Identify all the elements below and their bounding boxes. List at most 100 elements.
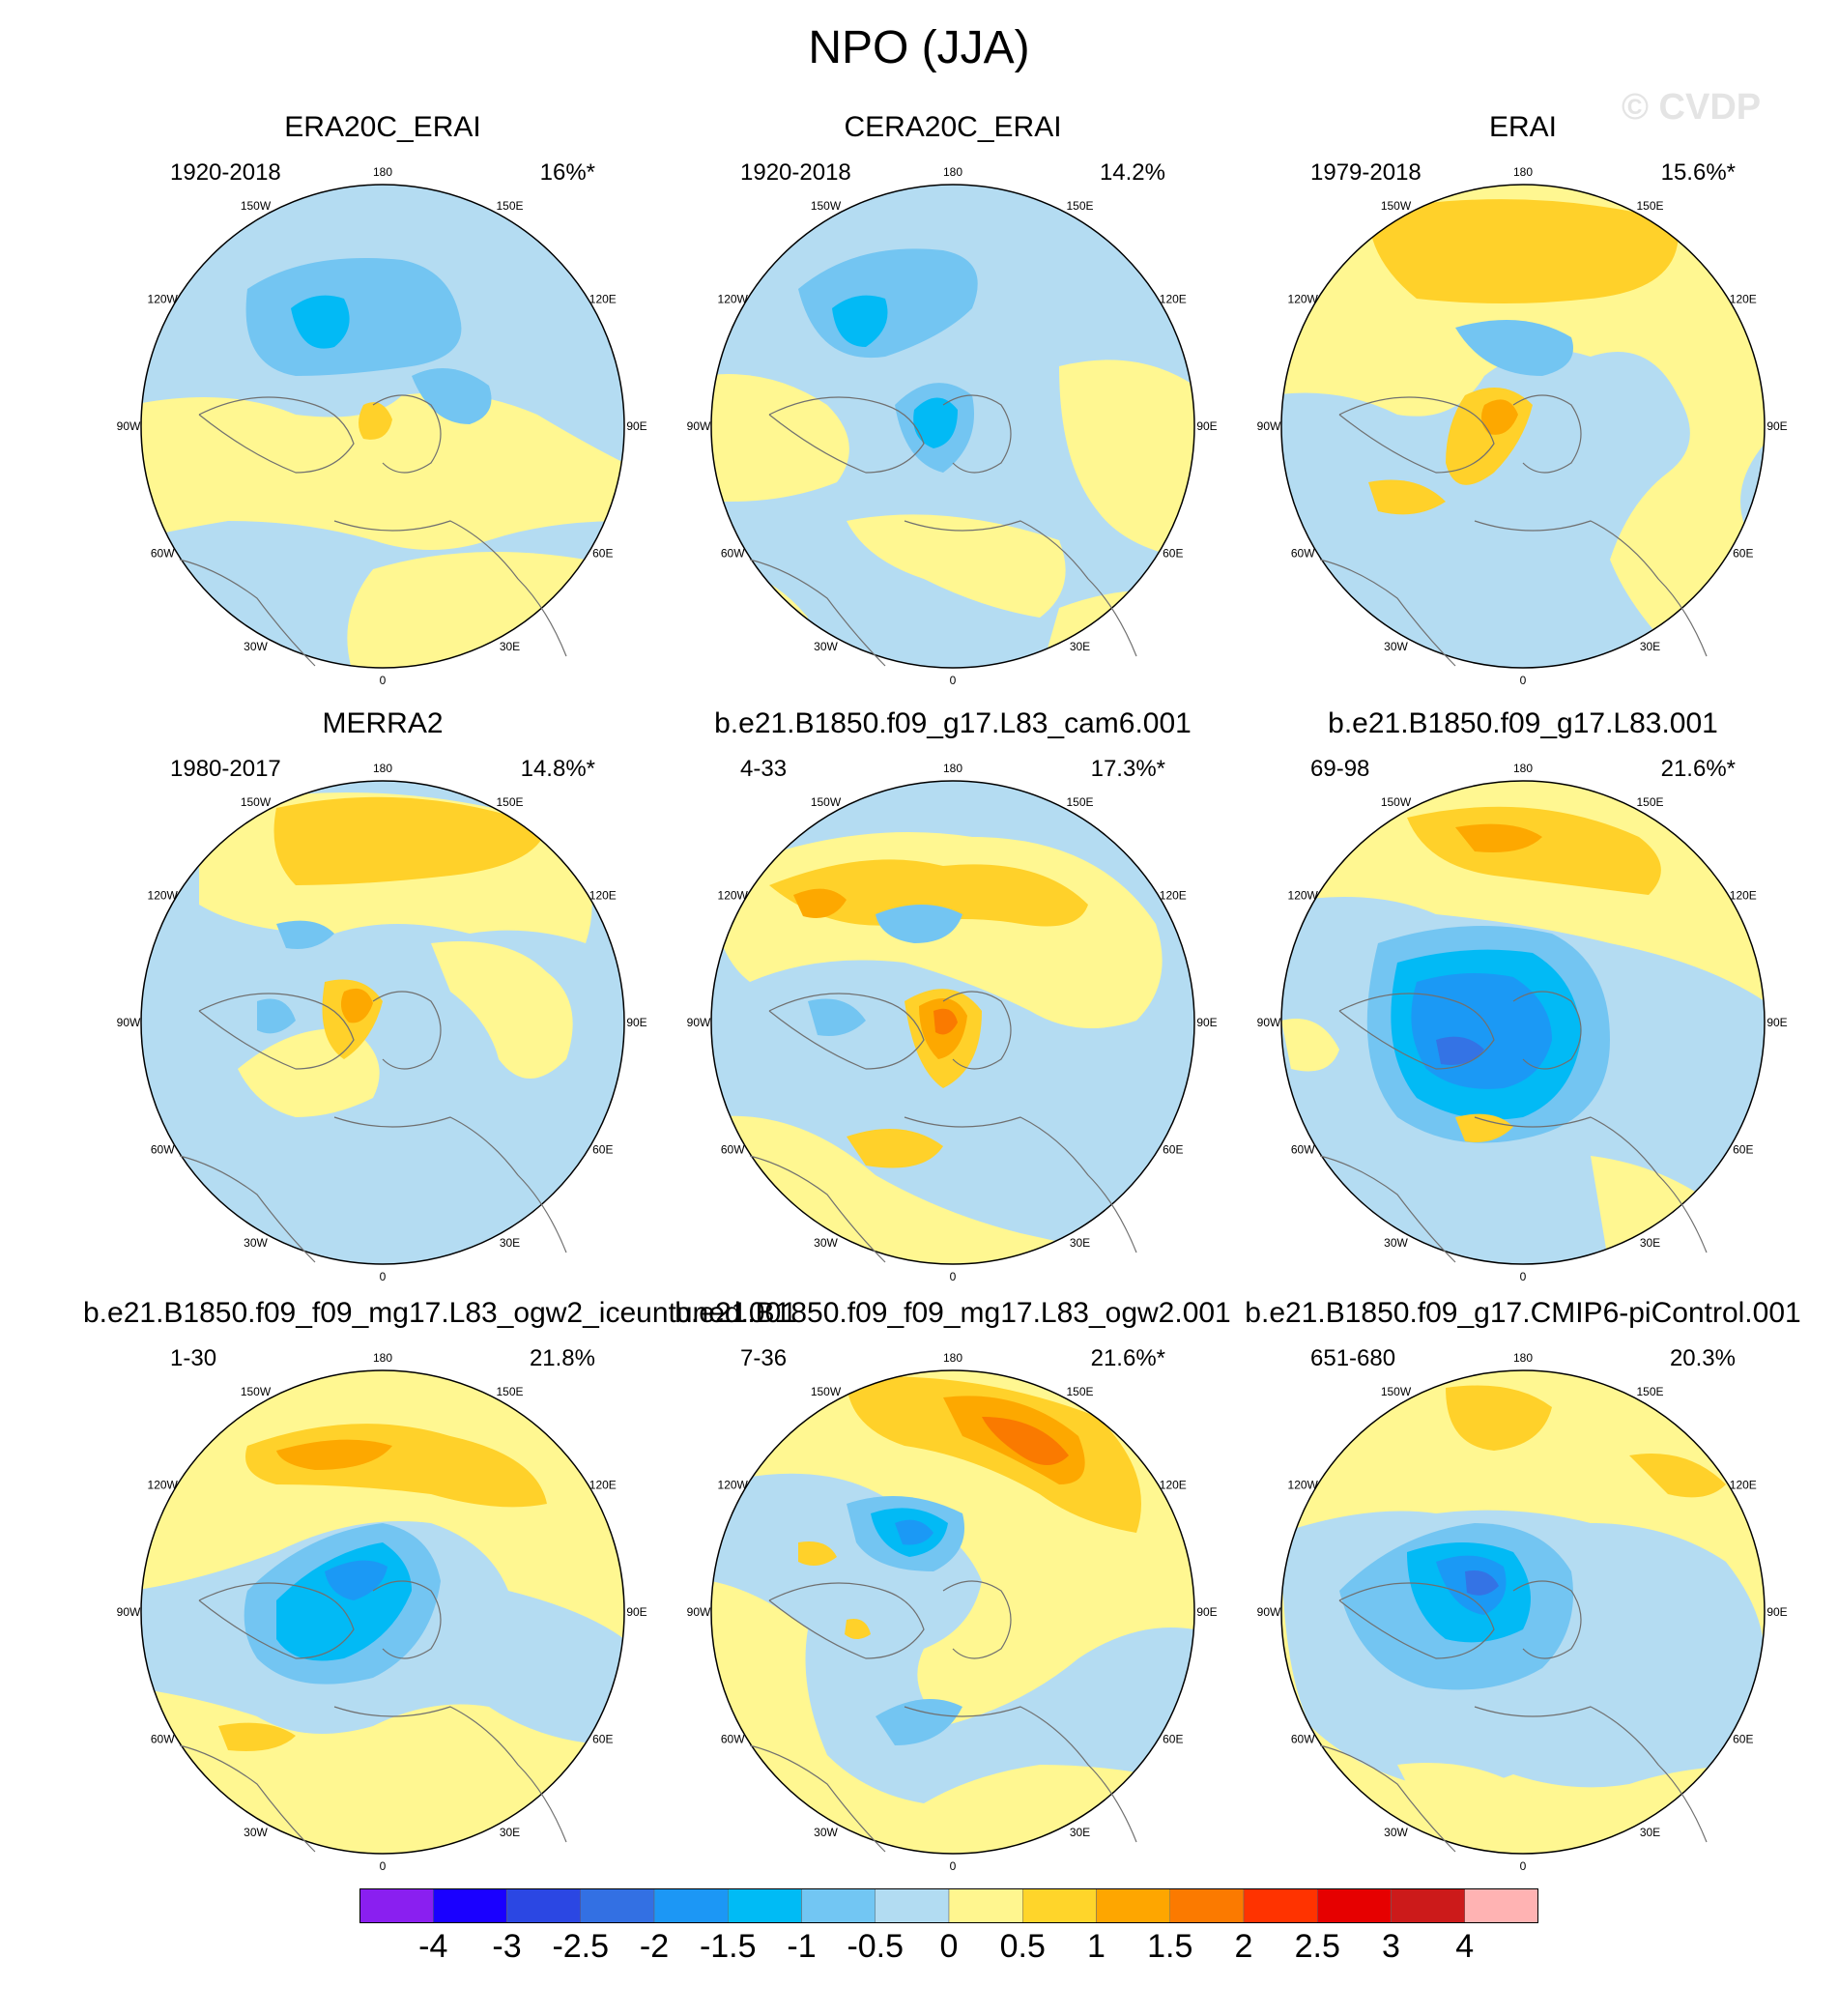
- lon-label: 150E: [496, 1385, 523, 1398]
- colorbar-tick-label: 0: [939, 1928, 959, 1965]
- lon-label: 30E: [1640, 640, 1660, 653]
- lon-label: 60E: [1733, 1143, 1753, 1157]
- lon-label: 60W: [1291, 547, 1315, 561]
- lon-label: 60E: [592, 1733, 613, 1746]
- lon-label: 180: [373, 762, 392, 775]
- lon-label: 90E: [1766, 1016, 1787, 1029]
- lon-labels: 180 150E 120E 90E 60E 30E 0 30W 60W 90W 120W 150W: [687, 165, 1218, 687]
- lon-label: 90W: [117, 1016, 141, 1029]
- lon-label: 60W: [151, 1733, 175, 1746]
- lon-label: 60W: [721, 547, 745, 561]
- lon-label: 90E: [626, 1605, 646, 1619]
- lon-label: 180: [943, 1351, 962, 1365]
- lon-label: 120E: [1160, 1479, 1187, 1492]
- lon-label: 120W: [718, 889, 749, 903]
- lon-label: 30E: [500, 1826, 520, 1839]
- panel-title: CERA20C_ERAI: [844, 111, 1062, 143]
- panel-years: 1980-2017: [170, 756, 281, 782]
- lon-label: 120W: [718, 293, 749, 306]
- lon-label: 150W: [1381, 1385, 1412, 1398]
- lon-label: 30W: [814, 640, 838, 653]
- colorbar-box: [801, 1888, 876, 1923]
- lon-label: 120W: [1288, 293, 1319, 306]
- panel-title: b.e21.B1850.f09_f09_mg17.L83_ogw2.001: [675, 1297, 1231, 1329]
- lon-label: 90E: [626, 1016, 646, 1029]
- panel-title: b.e21.B1850.f09_g17.L83.001: [1328, 707, 1718, 739]
- lon-label: 180: [1513, 1351, 1533, 1365]
- polar-map: 180 150E 120E 90E 60E 30E 0 30W 60W 90W 120W 150W: [687, 165, 1218, 687]
- lon-label: 150E: [1636, 795, 1663, 809]
- lon-label: 120E: [1160, 889, 1187, 903]
- colorbar-box: [948, 1888, 1023, 1923]
- lon-label: 120W: [148, 889, 179, 903]
- panel-years: 4-33: [740, 756, 788, 782]
- lon-label: 120E: [1730, 889, 1757, 903]
- colorbar-tick-label: 1.5: [1147, 1928, 1193, 1965]
- lon-label: 30E: [500, 1236, 520, 1250]
- map-panel-era20c-erai: ERA20C_ERAI 1920-2018 16%* 180 150E 120E 90…: [83, 111, 682, 691]
- lon-label: 60W: [151, 547, 175, 561]
- lon-label: 90E: [1766, 1605, 1787, 1619]
- map-panel-cera20c-erai: CERA20C_ERAI 1920-2018 14.2% 180 150E 120E…: [653, 111, 1252, 691]
- colorbar-box: [506, 1888, 581, 1923]
- lon-label: 150E: [1066, 795, 1093, 809]
- lon-label: 150W: [1381, 199, 1412, 213]
- panel-variance-pct: 16%*: [539, 159, 595, 186]
- panel-variance-pct: 14.8%*: [520, 756, 595, 782]
- map-panel-ogw2-001: b.e21.B1850.f09_f09_mg17.L83_ogw2.001 7-…: [653, 1297, 1252, 1877]
- lon-label: 30W: [1384, 640, 1408, 653]
- lon-label: 90W: [687, 1605, 711, 1619]
- polar-map: 180 150E 120E 90E 60E 30E 0 30W 60W 90W 120W 150W: [687, 762, 1218, 1283]
- lon-labels: 180 150E 120E 90E 60E 30E 0 30W 60W 90W 120W 150W: [1257, 165, 1788, 687]
- colorbar-tick-label: -2.5: [552, 1928, 610, 1965]
- panel-variance-pct: 14.2%: [1099, 159, 1165, 186]
- polar-map: 180 150E 120E 90E 60E 30E 0 30W 60W 90W 120W 150W: [1257, 762, 1788, 1283]
- lon-label: 90E: [1196, 1016, 1217, 1029]
- colorbar-tick-label: 4: [1455, 1928, 1475, 1965]
- panel-variance-pct: 20.3%: [1669, 1345, 1736, 1371]
- lon-label: 180: [1513, 165, 1533, 179]
- map-panel-l83-001: b.e21.B1850.f09_g17.L83.001 69-98 21.6%*…: [1223, 707, 1823, 1287]
- polar-map: 180 150E 120E 90E 60E 30E 0 30W 60W 90W 120W 150W: [1257, 165, 1788, 687]
- lon-label: 120E: [589, 889, 617, 903]
- lon-label: 0: [950, 1270, 957, 1283]
- lon-labels: 180 150E 120E 90E 60E 30E 0 30W 60W 90W 120W 150W: [1257, 1351, 1788, 1873]
- lon-label: 180: [943, 165, 962, 179]
- lon-labels: 180 150E 120E 90E 60E 30E 0 30W 60W 90W 120W 150W: [1257, 762, 1788, 1283]
- lon-label: 120W: [718, 1479, 749, 1492]
- lon-label: 180: [943, 762, 962, 775]
- colorbar-box: [1317, 1888, 1392, 1923]
- lon-label: 90E: [1196, 419, 1217, 433]
- colorbar-box: [1391, 1888, 1465, 1923]
- lon-label: 90E: [1766, 419, 1787, 433]
- colorbar-box: [359, 1888, 434, 1923]
- polar-map: 180 150E 120E 90E 60E 30E 0 30W 60W 90W 120W 150W: [117, 762, 647, 1283]
- lon-label: 120W: [1288, 889, 1319, 903]
- lon-label: 60E: [1163, 1143, 1183, 1157]
- colorbar-box: [433, 1888, 507, 1923]
- panel-title: ERAI: [1488, 111, 1558, 143]
- lon-labels: 180 150E 120E 90E 60E 30E 0 30W 60W 90W 120W 150W: [117, 1351, 647, 1873]
- lon-label: 120E: [589, 1479, 617, 1492]
- lon-label: 150W: [1381, 795, 1412, 809]
- polar-map: 180 150E 120E 90E 60E 30E 0 30W 60W 90W 120W 150W: [687, 1351, 1218, 1873]
- lon-label: 150E: [1066, 199, 1093, 213]
- colorbar-tick-label: 1: [1087, 1928, 1106, 1965]
- lon-label: 120E: [1160, 293, 1187, 306]
- lon-label: 60W: [721, 1143, 745, 1157]
- colorbar-box: [653, 1888, 729, 1923]
- lon-label: 30E: [500, 640, 520, 653]
- lon-label: 0: [380, 1270, 387, 1283]
- panel-title: b.e21.B1850.f09_g17.CMIP6-piControl.001: [1245, 1297, 1801, 1329]
- lon-label: 150E: [1636, 1385, 1663, 1398]
- lon-label: 150E: [1636, 199, 1663, 213]
- colorbar-tick-label: -2: [639, 1928, 670, 1965]
- lon-label: 60E: [1733, 547, 1753, 561]
- lon-label: 150W: [241, 1385, 272, 1398]
- polar-map: 180 150E 120E 90E 60E 30E 0 30W 60W 90W 120W 150W: [117, 1351, 647, 1873]
- lon-label: 60W: [721, 1733, 745, 1746]
- lon-label: 0: [950, 674, 957, 687]
- panel-years: 69-98: [1310, 756, 1370, 782]
- cvdp-watermark: © CVDP: [1622, 87, 1762, 128]
- panel-variance-pct: 21.8%: [529, 1345, 595, 1371]
